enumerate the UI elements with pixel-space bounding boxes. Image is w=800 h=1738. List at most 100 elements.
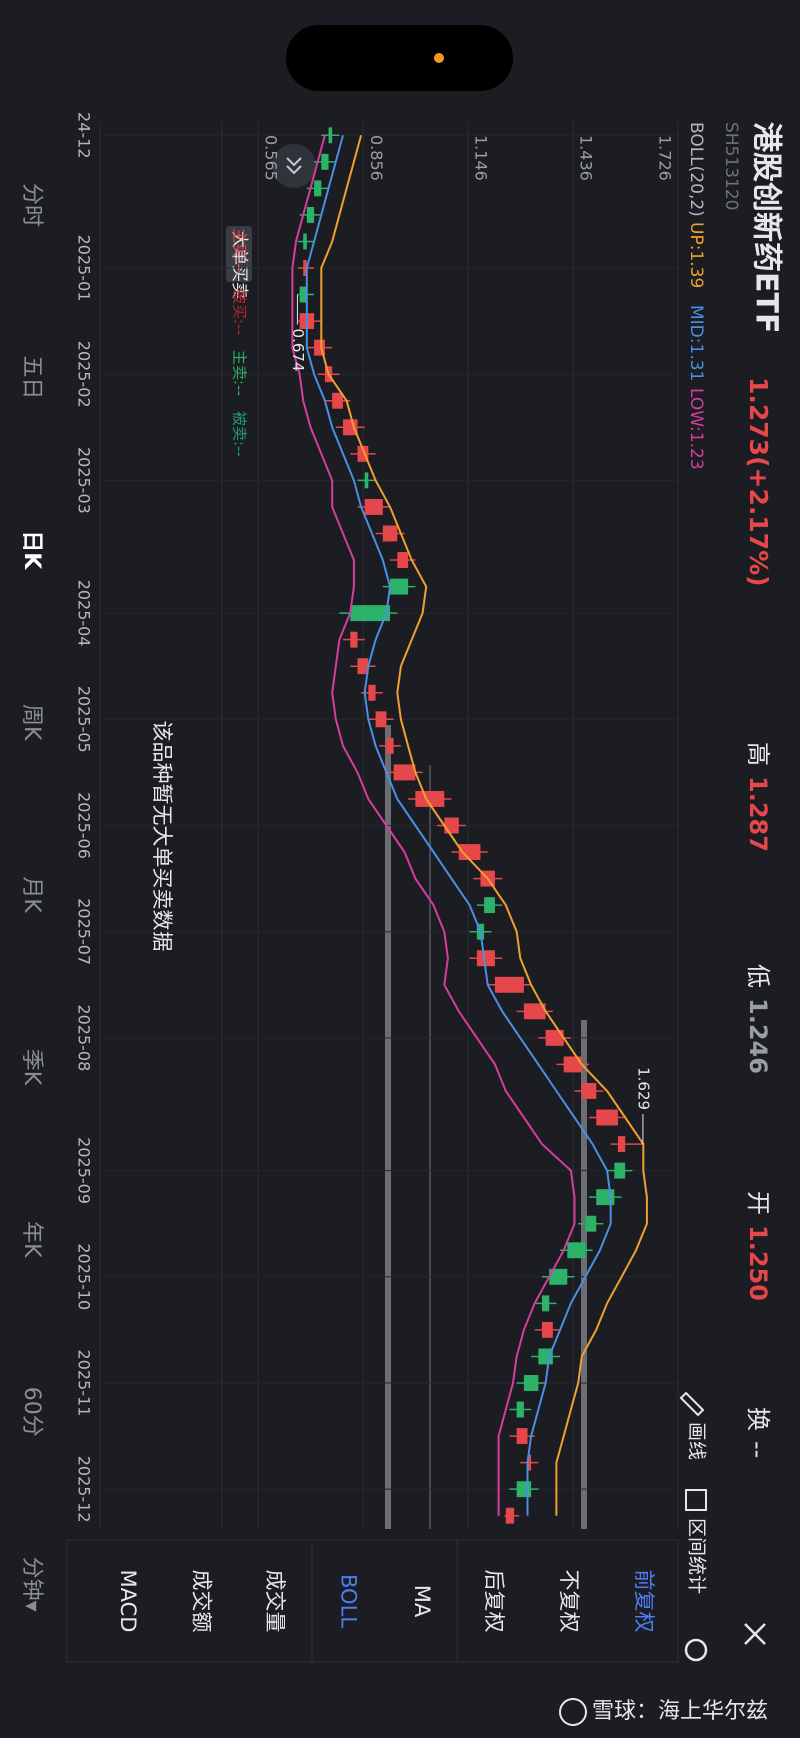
candle-body bbox=[364, 472, 369, 489]
candle-body bbox=[328, 127, 333, 144]
close-button[interactable] bbox=[744, 1623, 766, 1645]
draw-icon[interactable] bbox=[679, 1391, 705, 1417]
candle-body bbox=[303, 233, 307, 250]
stock-title: 港股创新药ETF bbox=[749, 122, 784, 333]
flow-legend: 主卖:-- bbox=[231, 350, 249, 396]
candle-body bbox=[321, 153, 329, 170]
candle-body bbox=[484, 897, 495, 914]
tab[interactable]: 月K bbox=[19, 876, 44, 913]
x-tick-label: 2025-03 bbox=[75, 447, 94, 514]
watermark-logo bbox=[559, 1698, 587, 1726]
indicator-option[interactable]: 成交量 bbox=[263, 1570, 287, 1633]
turnover-value: -- bbox=[744, 1441, 772, 1458]
flow-title: 大单买卖 bbox=[229, 231, 249, 299]
candle-body bbox=[306, 206, 315, 223]
candle-body bbox=[617, 1136, 626, 1153]
candle-body bbox=[397, 552, 409, 568]
candle-body bbox=[368, 684, 376, 701]
tab[interactable]: 分时 bbox=[19, 183, 44, 227]
y-tick-label: 0.565 bbox=[262, 135, 281, 181]
tab[interactable]: 年K bbox=[19, 1221, 44, 1258]
x-tick-label: 24-12 bbox=[75, 112, 94, 159]
y-tick-label: 0.856 bbox=[367, 135, 386, 181]
tab[interactable]: 五日 bbox=[19, 355, 44, 399]
dynamic-island bbox=[286, 25, 513, 91]
y-tick-label: 1.436 bbox=[577, 135, 596, 181]
close-icon[interactable] bbox=[744, 1623, 766, 1645]
watermark: 雪球：海上华尔兹 bbox=[592, 1699, 768, 1724]
candle-body bbox=[332, 392, 344, 409]
candle-body bbox=[314, 180, 322, 197]
boll-line bbox=[320, 135, 648, 1516]
candle-body bbox=[585, 1215, 597, 1232]
tab[interactable]: 60分 bbox=[19, 1387, 44, 1437]
adjust-option[interactable]: 后复权 bbox=[482, 1570, 506, 1633]
candle-body bbox=[523, 1375, 539, 1391]
tab[interactable]: 季K bbox=[19, 1049, 44, 1086]
candle-body bbox=[494, 976, 524, 993]
indicator-name: BOLL(20,2) bbox=[686, 122, 706, 217]
turnover-label: 换 bbox=[744, 1407, 772, 1431]
x-tick-label: 2025-04 bbox=[75, 580, 94, 647]
x-tick-label: 2025-02 bbox=[75, 341, 94, 408]
flow-legend: 主买:-- bbox=[231, 228, 249, 274]
tool-draw[interactable]: 画线 bbox=[686, 1422, 708, 1460]
candle-body bbox=[541, 1295, 550, 1312]
candle-body bbox=[596, 1109, 618, 1126]
candle-body bbox=[458, 844, 481, 861]
x-tick-label: 2025-06 bbox=[75, 792, 94, 859]
tab[interactable]: 周K bbox=[19, 704, 44, 741]
y-tick-label: 1.726 bbox=[656, 135, 675, 181]
stock-code: SH513120 bbox=[721, 122, 741, 210]
candle-body bbox=[523, 1003, 546, 1020]
boll-line bbox=[291, 135, 576, 1516]
candle-body bbox=[545, 1029, 564, 1046]
settings-icon[interactable] bbox=[684, 1638, 708, 1662]
candle-body bbox=[350, 605, 391, 622]
candle-body bbox=[581, 1083, 597, 1099]
x-tick-label: 2025-12 bbox=[75, 1456, 94, 1523]
legend-entry: MID:1.31 bbox=[686, 305, 706, 381]
tab[interactable]: 日K bbox=[19, 530, 44, 570]
low-label: 低 bbox=[744, 964, 772, 988]
adjust-option[interactable]: 不复权 bbox=[557, 1570, 581, 1633]
candle-body bbox=[444, 817, 459, 834]
tool-range[interactable]: 区间统计 bbox=[686, 1518, 708, 1594]
indicator-option[interactable]: 成交额 bbox=[190, 1570, 214, 1633]
candle-body bbox=[386, 737, 394, 754]
candle-body bbox=[505, 1507, 515, 1524]
y-tick-label: 1.146 bbox=[472, 135, 491, 181]
annotation: 0.674 bbox=[289, 329, 307, 372]
indicator-option[interactable]: MACD bbox=[116, 1570, 140, 1633]
legend-entry: UP:1.39 bbox=[686, 222, 706, 288]
x-tick-label: 2025-07 bbox=[75, 898, 94, 965]
candle-body bbox=[567, 1242, 586, 1259]
x-tick-label: 2025-08 bbox=[75, 1004, 94, 1071]
x-tick-label: 2025-09 bbox=[75, 1137, 94, 1204]
flow-empty-text: 该品种暂无大单买卖数据 bbox=[150, 721, 174, 952]
flow-legend: 被买:-- bbox=[231, 289, 249, 335]
price: 1.273(+2.17%) bbox=[744, 377, 773, 587]
candle-body bbox=[382, 525, 398, 542]
candle-body bbox=[357, 658, 369, 675]
candle-body bbox=[415, 790, 445, 807]
candle-body bbox=[343, 419, 358, 436]
collapse-icon[interactable] bbox=[286, 157, 302, 175]
adjust-option[interactable]: 前复权 bbox=[632, 1570, 656, 1633]
candle-body bbox=[516, 1401, 524, 1418]
candle-body bbox=[563, 1056, 582, 1073]
indicator-option[interactable]: MA bbox=[410, 1585, 434, 1618]
x-tick-label: 2025-10 bbox=[75, 1243, 94, 1310]
low-value: 1.246 bbox=[744, 998, 772, 1074]
candle-body bbox=[476, 950, 495, 967]
tab[interactable]: 分钟▾ bbox=[19, 1557, 44, 1612]
legend-entry: LOW:1.23 bbox=[686, 388, 706, 470]
range-icon[interactable] bbox=[685, 1489, 707, 1511]
x-tick-label: 2025-05 bbox=[75, 686, 94, 753]
open-label: 开 bbox=[744, 1191, 772, 1215]
indicator-option[interactable]: BOLL bbox=[337, 1574, 361, 1628]
annotation: 1.629 bbox=[634, 1067, 652, 1110]
